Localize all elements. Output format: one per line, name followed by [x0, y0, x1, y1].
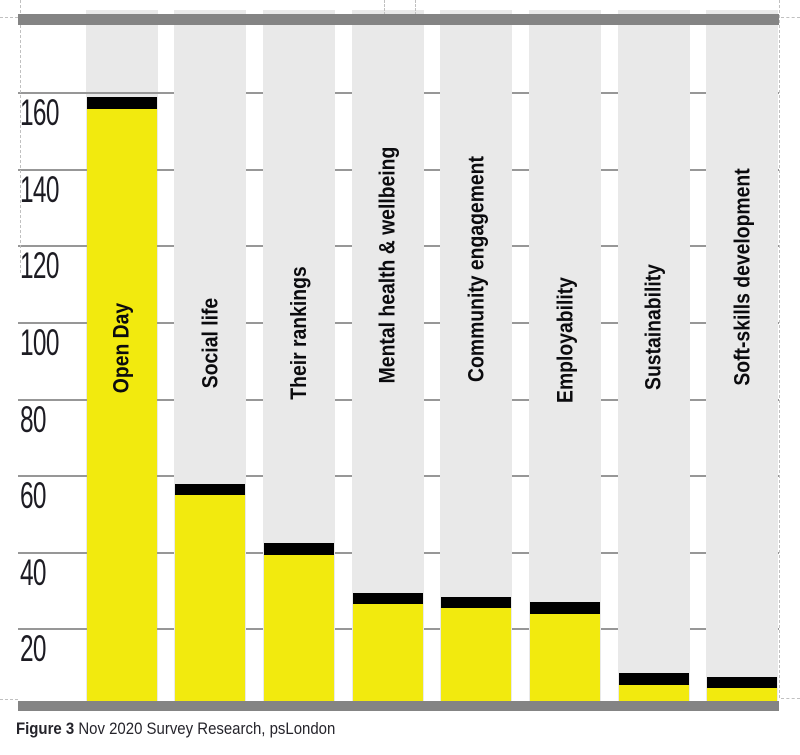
- crop-guide-top-right-horizontal: [781, 17, 800, 18]
- bar-label-soft-skills-development: Soft-skills development: [729, 168, 755, 386]
- column-bg-employability: [529, 10, 601, 701]
- crop-guide-bottom-right-horizontal: [781, 698, 800, 699]
- bar-cap-open-day: [86, 97, 157, 109]
- y-tick-140: 140: [20, 168, 59, 210]
- bar-cap-community-engagement: [441, 596, 512, 608]
- bar-label-mental-health-wellbeing: Mental health & wellbeing: [374, 146, 400, 384]
- bar-label-open-day: Open Day: [108, 302, 134, 394]
- column-bg-community-engagement: [440, 10, 513, 701]
- column-bg-soft-skills-development: [706, 10, 779, 701]
- crop-guide-left-vertical: [20, 0, 21, 273]
- y-tick-100: 100: [20, 321, 59, 363]
- y-tick-160: 160: [20, 92, 59, 134]
- crop-guide-gutter-left: [384, 0, 385, 15]
- bar-soft-skills-development: [707, 676, 778, 701]
- crop-guide-bottom-left-horizontal: [0, 699, 18, 700]
- bar-cap-their-rankings: [263, 543, 334, 555]
- bar-label-social-life: Social life: [197, 297, 223, 389]
- crop-guide-right-vertical: [779, 0, 780, 698]
- figure-caption: Figure 3 Nov 2020 Survey Research, psLon…: [16, 718, 335, 739]
- y-tick-120: 120: [20, 245, 59, 287]
- bar-cap-mental-health-wellbeing: [352, 592, 423, 605]
- y-tick-40: 40: [20, 551, 47, 593]
- crop-guide-top-left-horizontal: [0, 17, 18, 18]
- figure-caption-label: Figure 3: [16, 719, 75, 738]
- bar-cap-sustainability: [618, 673, 689, 685]
- bar-cap-soft-skills-development: [707, 676, 778, 689]
- bar-employability: [530, 602, 600, 701]
- bar-social-life: [175, 483, 246, 701]
- bar-label-community-engagement: Community engagement: [463, 156, 489, 382]
- y-tick-80: 80: [20, 398, 47, 440]
- chart-frame-top-rule: [18, 14, 779, 25]
- bar-label-sustainability: Sustainability: [640, 264, 666, 390]
- bar-community-engagement: [441, 596, 512, 701]
- column-bg-sustainability: [617, 10, 690, 701]
- bar-their-rankings: [263, 543, 334, 701]
- crop-guide-gutter-right: [415, 0, 416, 15]
- bar-mental-health-wellbeing: [352, 592, 423, 701]
- bar-cap-employability: [530, 602, 600, 614]
- bar-open-day: [86, 97, 157, 701]
- chart-frame-bottom-rule: [18, 701, 779, 711]
- bar-sustainability: [618, 673, 689, 701]
- bar-label-employability: Employability: [552, 277, 578, 403]
- column-bg-mental-health-wellbeing: [351, 10, 424, 701]
- figure-caption-text: Nov 2020 Survey Research, psLondon: [74, 719, 336, 738]
- y-tick-20: 20: [20, 628, 47, 670]
- y-tick-60: 60: [20, 475, 47, 516]
- bar-label-their-rankings: Their rankings: [285, 266, 311, 400]
- bar-cap-social-life: [175, 483, 246, 496]
